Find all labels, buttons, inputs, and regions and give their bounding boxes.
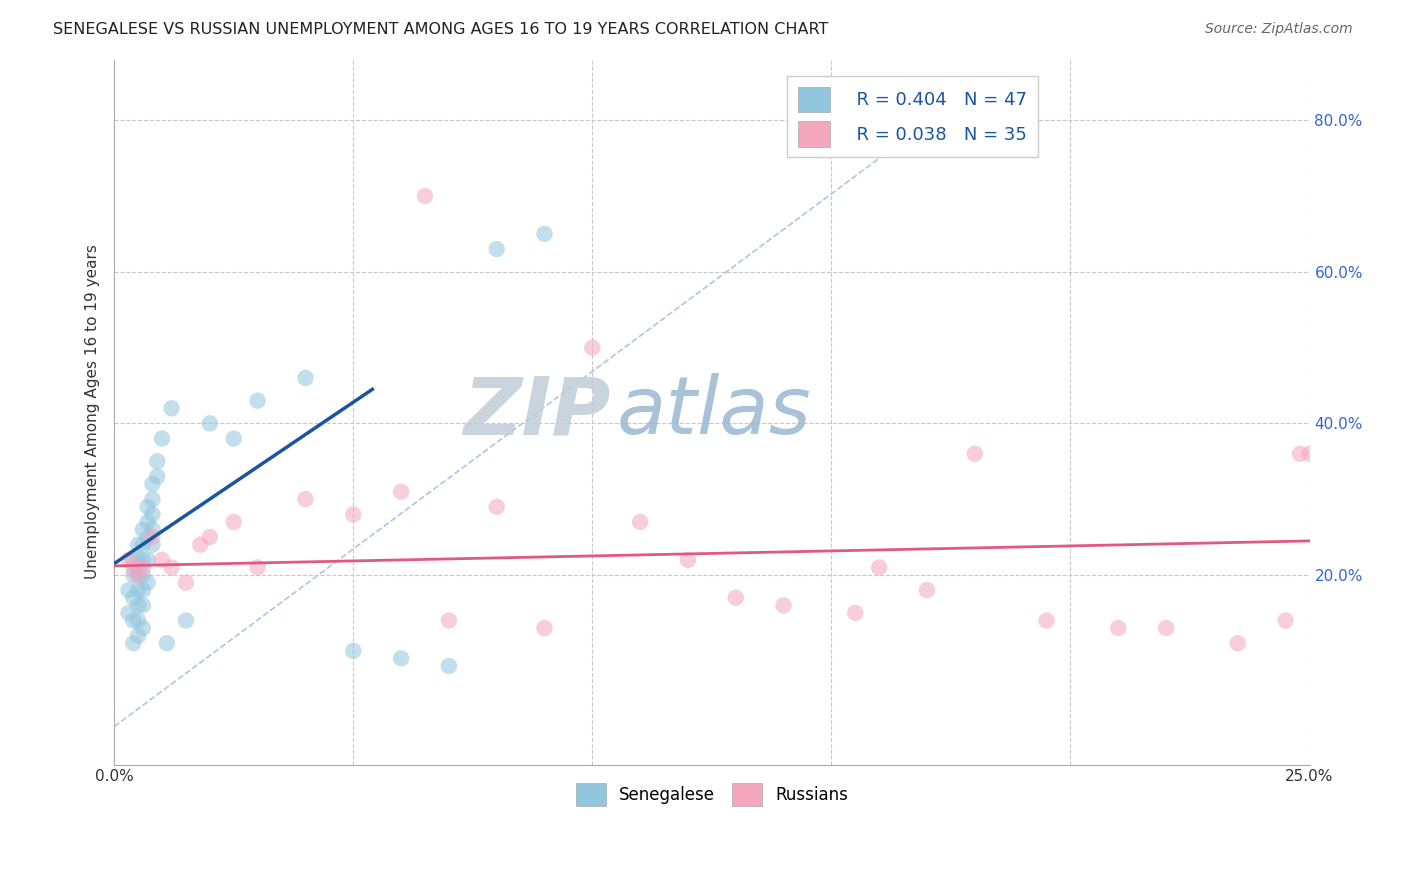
Point xyxy=(117,583,139,598)
Point xyxy=(963,447,986,461)
Point xyxy=(1107,621,1129,635)
Point xyxy=(844,606,866,620)
Point xyxy=(485,242,508,256)
Point xyxy=(122,568,145,582)
Point xyxy=(136,530,159,544)
Point xyxy=(1289,447,1312,461)
Point xyxy=(198,417,221,431)
Point xyxy=(127,568,149,582)
Point xyxy=(127,538,149,552)
Point xyxy=(294,371,316,385)
Point xyxy=(117,606,139,620)
Point xyxy=(628,515,651,529)
Point xyxy=(132,538,155,552)
Point xyxy=(141,492,163,507)
Point xyxy=(188,538,211,552)
Point xyxy=(342,508,364,522)
Text: Source: ZipAtlas.com: Source: ZipAtlas.com xyxy=(1205,22,1353,37)
Point xyxy=(132,599,155,613)
Point xyxy=(160,401,183,416)
Point xyxy=(150,432,173,446)
Y-axis label: Unemployment Among Ages 16 to 19 years: Unemployment Among Ages 16 to 19 years xyxy=(86,244,100,580)
Point xyxy=(122,636,145,650)
Legend: Senegalese, Russians: Senegalese, Russians xyxy=(565,772,858,816)
Point xyxy=(132,568,155,582)
Point xyxy=(146,454,169,468)
Point xyxy=(772,599,794,613)
Point xyxy=(1226,636,1249,650)
Point xyxy=(222,515,245,529)
Point xyxy=(676,553,699,567)
Point xyxy=(533,621,555,635)
Point xyxy=(136,575,159,590)
Point xyxy=(122,560,145,574)
Point xyxy=(141,477,163,491)
Point xyxy=(294,492,316,507)
Point xyxy=(127,629,149,643)
Point xyxy=(724,591,747,605)
Point xyxy=(1298,447,1320,461)
Point xyxy=(132,621,155,635)
Point xyxy=(389,651,412,665)
Text: SENEGALESE VS RUSSIAN UNEMPLOYMENT AMONG AGES 16 TO 19 YEARS CORRELATION CHART: SENEGALESE VS RUSSIAN UNEMPLOYMENT AMONG… xyxy=(53,22,828,37)
Point xyxy=(222,432,245,446)
Point xyxy=(136,500,159,514)
Point xyxy=(485,500,508,514)
Point xyxy=(198,530,221,544)
Point xyxy=(342,644,364,658)
Point xyxy=(141,508,163,522)
Point xyxy=(122,553,145,567)
Point xyxy=(132,583,155,598)
Point xyxy=(174,614,197,628)
Point xyxy=(122,614,145,628)
Point xyxy=(868,560,890,574)
Point xyxy=(132,553,155,567)
Point xyxy=(174,575,197,590)
Point xyxy=(437,659,460,673)
Point xyxy=(127,568,149,582)
Point xyxy=(141,530,163,544)
Point xyxy=(122,591,145,605)
Point xyxy=(156,636,179,650)
Point xyxy=(141,538,163,552)
Point xyxy=(132,523,155,537)
Point xyxy=(246,560,269,574)
Point xyxy=(1035,614,1057,628)
Point xyxy=(150,553,173,567)
Point xyxy=(127,553,149,567)
Point xyxy=(146,469,169,483)
Point xyxy=(533,227,555,241)
Point xyxy=(1154,621,1177,635)
Point xyxy=(132,560,155,574)
Point xyxy=(437,614,460,628)
Point xyxy=(246,393,269,408)
Point xyxy=(127,560,149,574)
Text: ZIP: ZIP xyxy=(463,373,610,451)
Point xyxy=(136,515,159,529)
Point xyxy=(413,189,436,203)
Point xyxy=(915,583,938,598)
Point xyxy=(1274,614,1296,628)
Point xyxy=(127,614,149,628)
Point xyxy=(127,583,149,598)
Point xyxy=(127,599,149,613)
Point xyxy=(141,523,163,537)
Point xyxy=(581,341,603,355)
Point xyxy=(117,553,139,567)
Point xyxy=(160,560,183,574)
Point xyxy=(389,484,412,499)
Point xyxy=(136,553,159,567)
Text: atlas: atlas xyxy=(616,373,811,451)
